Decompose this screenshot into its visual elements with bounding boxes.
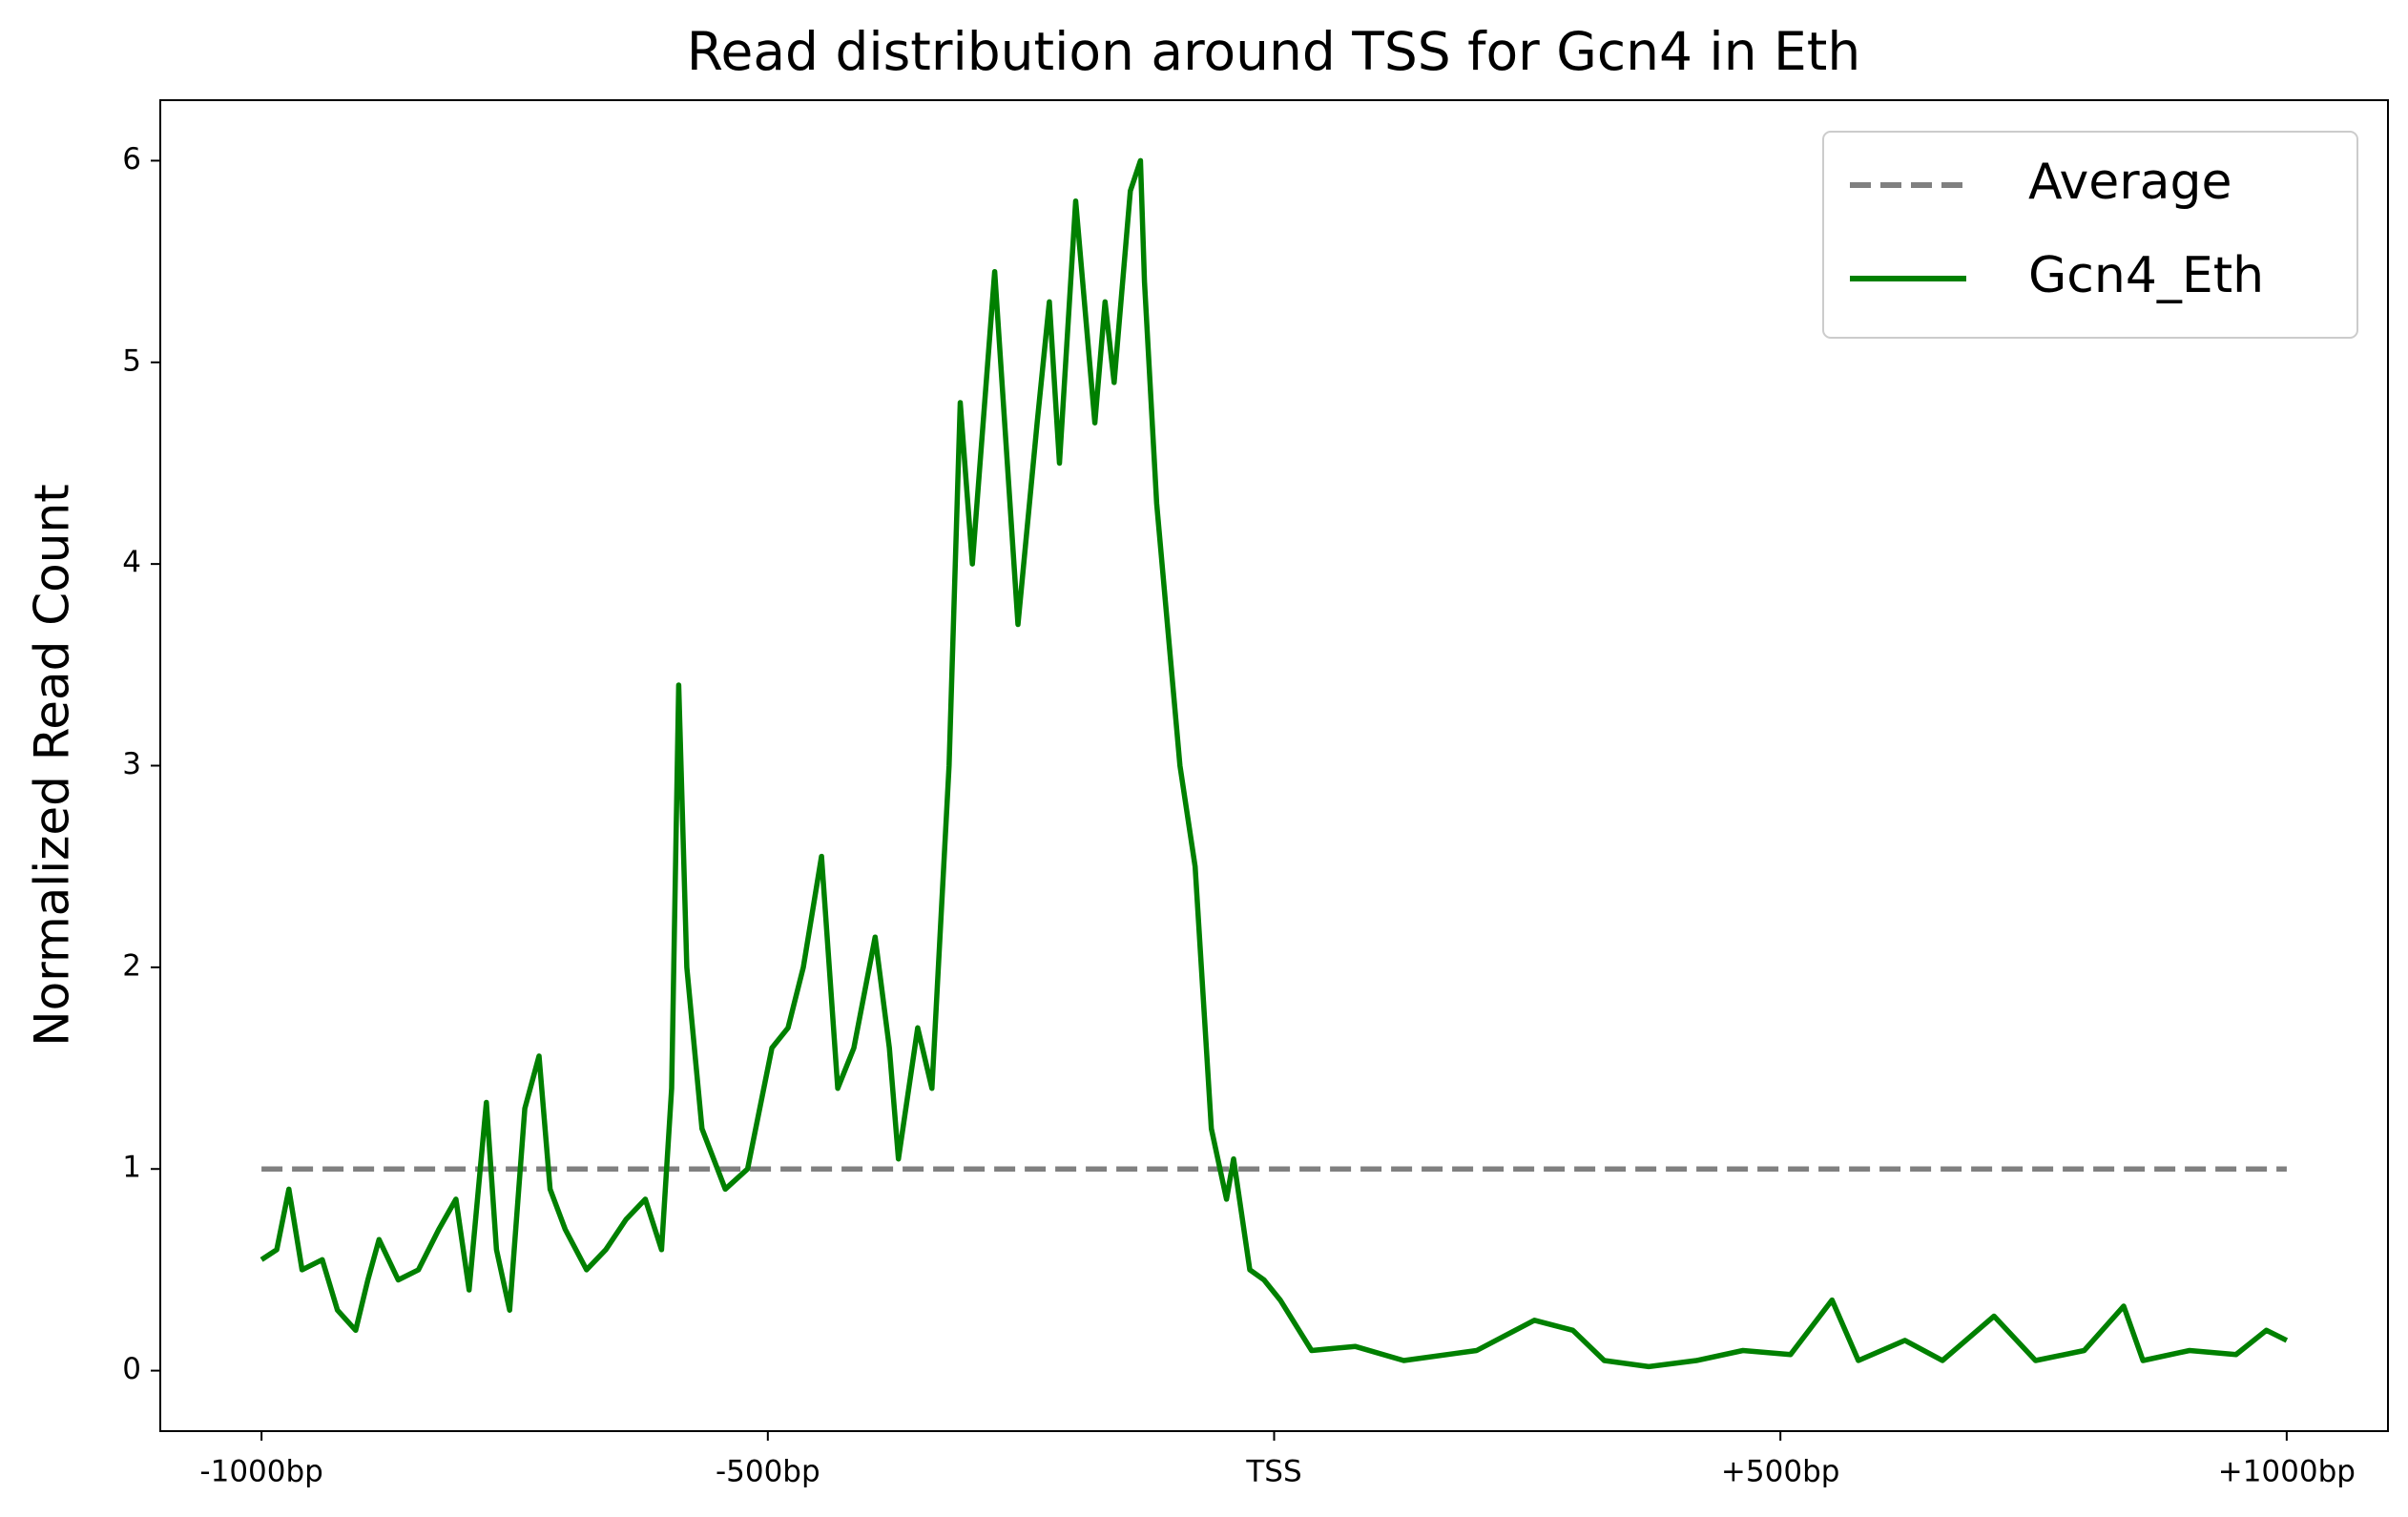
y-tick-label: 3 xyxy=(122,747,141,781)
y-tick-label: 5 xyxy=(122,343,141,378)
legend-label: Average xyxy=(2028,154,2232,211)
x-tick-label: +1000bp xyxy=(2218,1455,2356,1489)
legend-label: Gcn4_Eth xyxy=(2028,247,2264,304)
y-axis-label: Normalized Read Count xyxy=(25,484,80,1046)
x-tick-label: -500bp xyxy=(716,1455,820,1489)
x-tick-label: -1000bp xyxy=(199,1455,322,1489)
line-series xyxy=(259,157,2289,1370)
x-tick-label: TSS xyxy=(1245,1455,1301,1489)
y-tick-label: 2 xyxy=(122,948,141,983)
y-tick-label: 6 xyxy=(122,142,141,177)
y-tick-label: 4 xyxy=(122,546,141,580)
plot-frame xyxy=(159,99,2389,1432)
x-tick-label: +500bp xyxy=(1721,1455,1840,1489)
y-tick-label: 1 xyxy=(122,1151,141,1185)
y-tick-label: 0 xyxy=(122,1352,141,1386)
chart-title: Read distribution around TSS for Gcn4 in… xyxy=(687,21,1860,82)
